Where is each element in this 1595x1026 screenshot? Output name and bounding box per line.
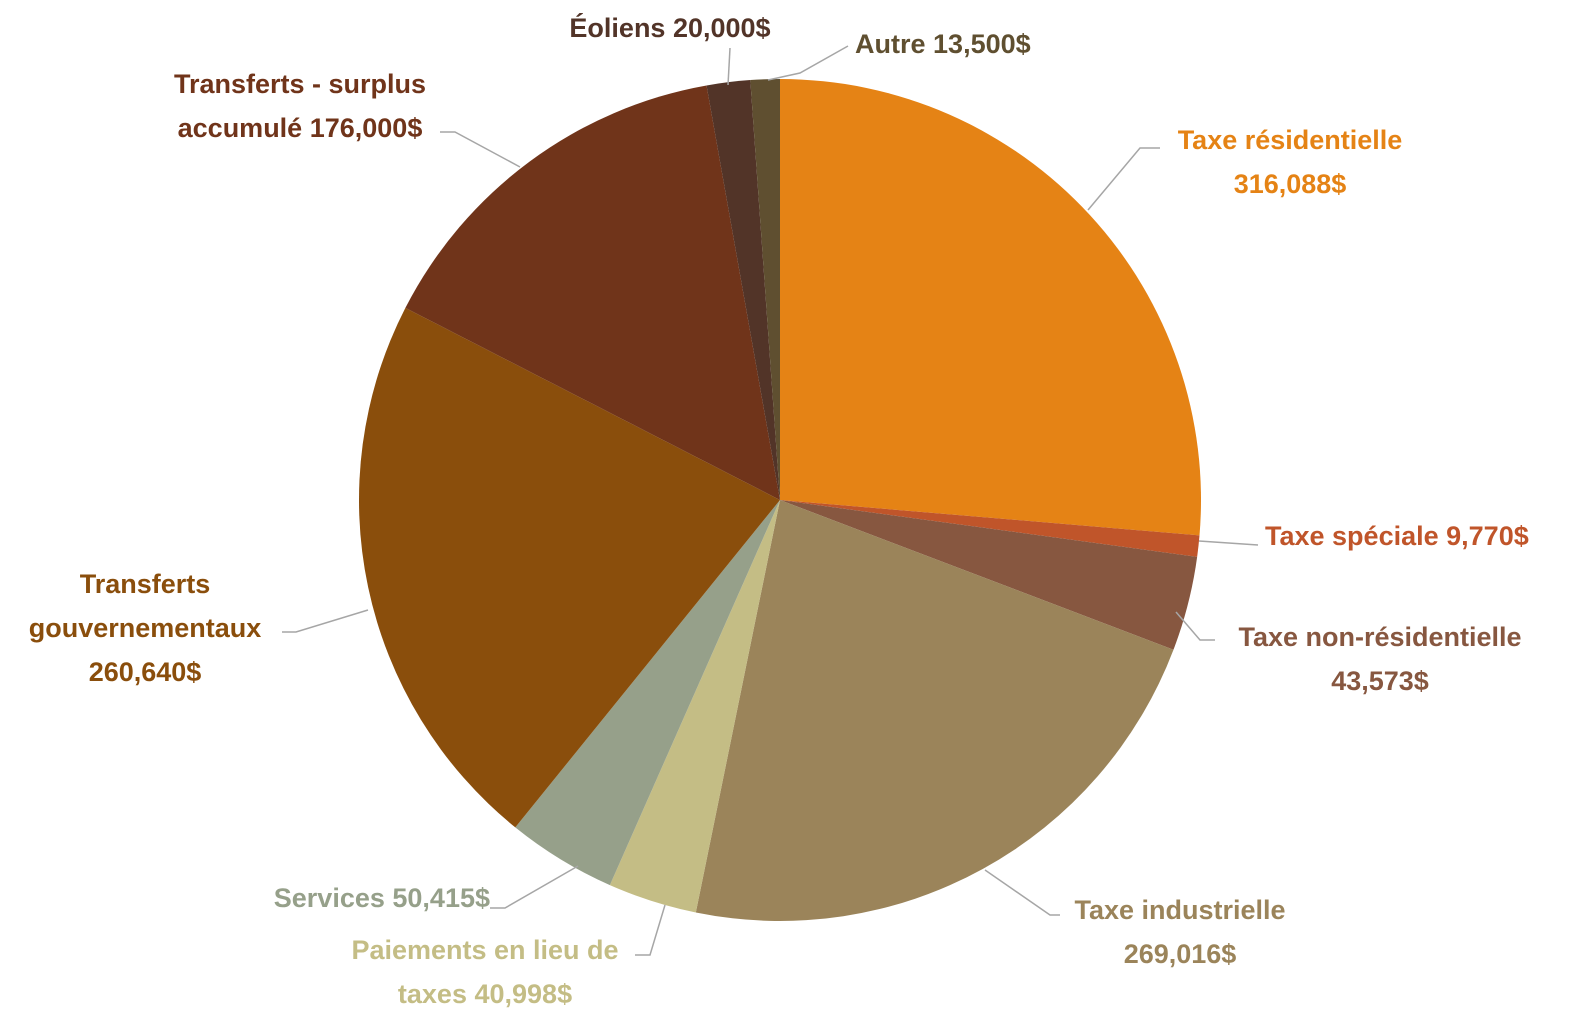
pie-slice — [706, 80, 780, 500]
leader-line — [440, 131, 521, 168]
label-value: 260,640$ — [88, 657, 202, 687]
leader-line — [767, 45, 849, 81]
leader-line — [1087, 147, 1160, 211]
label-name: Taxe non-résidentielle — [1238, 622, 1522, 652]
label-value: 176,000$ — [309, 113, 423, 143]
data-label: Paiements en lieu de taxes 40,998$ — [320, 928, 650, 1016]
data-label: Services 50,415$ — [200, 876, 490, 920]
pie-slice — [780, 500, 1198, 650]
pie-slice — [405, 85, 780, 500]
label-name: Transferts - surplus accumulé — [173, 69, 427, 143]
label-name: Taxe industrielle — [1074, 895, 1286, 925]
pie-slice — [609, 500, 780, 913]
label-value: 9,770$ — [1446, 521, 1529, 551]
leader-line — [635, 904, 666, 956]
label-value: 43,573$ — [1331, 666, 1429, 696]
data-label: Autre 13,500$ — [855, 22, 1155, 66]
label-value: 20,000$ — [672, 13, 771, 43]
data-label: Éoliens 20,000$ — [520, 6, 820, 50]
label-name: Autre — [855, 29, 926, 59]
leader-line — [727, 47, 731, 86]
leader-line — [1198, 540, 1259, 546]
label-name: Transferts gouvernementaux — [28, 569, 262, 643]
leader-line — [490, 865, 579, 909]
label-name: Taxe résidentielle — [1177, 125, 1403, 155]
leader-line — [282, 609, 369, 633]
label-name: Services — [273, 883, 385, 913]
data-label: Transferts - surplus accumulé 176,000$ — [140, 62, 460, 150]
leader-line — [1175, 611, 1215, 641]
label-value: 50,415$ — [392, 883, 490, 913]
data-label: Transferts gouvernementaux 260,640$ — [0, 562, 290, 694]
pie-slice — [695, 500, 1174, 921]
pie-slice — [780, 500, 1200, 557]
pie-slice — [780, 79, 1201, 536]
data-label: Taxe résidentielle 316,088$ — [1150, 118, 1430, 206]
pie-slice — [750, 79, 780, 500]
label-value: 13,500$ — [933, 29, 1031, 59]
leader-line — [984, 869, 1060, 916]
pie-slice — [515, 500, 780, 886]
data-label: Taxe industrielle 269,016$ — [1040, 888, 1320, 976]
label-value: 316,088$ — [1233, 169, 1347, 199]
data-label: Taxe spéciale 9,770$ — [1265, 514, 1585, 558]
pie-slice — [358, 307, 780, 828]
label-value: 269,016$ — [1123, 939, 1237, 969]
data-label: Taxe non-résidentielle 43,573$ — [1210, 615, 1550, 703]
label-value: 40,998$ — [474, 979, 573, 1009]
label-name: Éoliens — [569, 13, 666, 43]
label-name: Taxe spéciale — [1265, 521, 1439, 551]
label-name: Paiements en lieu de taxes — [351, 935, 619, 1009]
